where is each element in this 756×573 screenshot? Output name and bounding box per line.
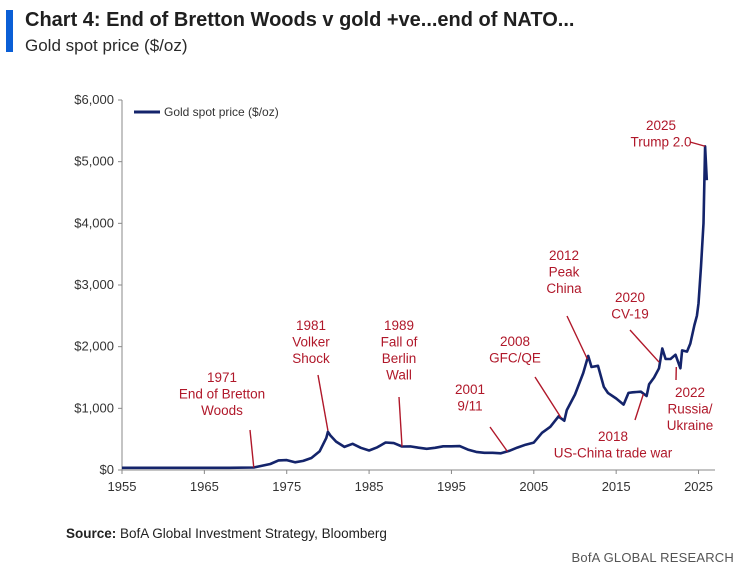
annotation-line: CV-19 — [611, 307, 649, 322]
x-tick-label: 2025 — [684, 479, 713, 494]
annotation-line: China — [546, 281, 582, 296]
annotation-line: Russia/ — [667, 402, 712, 417]
source-label: Source: — [66, 526, 117, 541]
x-tick-label: 2005 — [519, 479, 548, 494]
annotation-label: 1971 End of Bretton Woods — [179, 370, 265, 418]
y-tick-label: $1,000 — [74, 400, 114, 415]
annotation-label: 1981 Volker Shock — [292, 318, 330, 366]
x-tick-label: 1985 — [355, 479, 384, 494]
annotation-line: Wall — [386, 368, 412, 383]
annotation-label: 2008 GFC/QE — [489, 334, 541, 366]
source-note: Source: BofA Global Investment Strategy,… — [66, 526, 387, 541]
annotation-line: Ukraine — [667, 418, 714, 433]
annotation-label: 2001 9/11 — [455, 382, 485, 414]
annotation-line: GFC/QE — [489, 351, 541, 366]
x-tick-label: 1975 — [272, 479, 301, 494]
annotation-line: 1981 — [296, 318, 326, 333]
annotation-arrow — [398, 396, 403, 447]
annotation-arrow — [634, 393, 645, 421]
annotation-line: 2001 — [455, 382, 485, 397]
annotation-line: Trump 2.0 — [630, 135, 691, 150]
annotation-label: 1989 Fall of Berlin Wall — [381, 318, 418, 383]
x-tick-label: 1955 — [108, 479, 137, 494]
chart-subtitle: Gold spot price ($/oz) — [25, 36, 188, 55]
annotation-label: 2022 Russia/Ukraine — [667, 385, 714, 433]
x-tick-label: 1965 — [190, 479, 219, 494]
legend-label: Gold spot price ($/oz) — [164, 105, 279, 119]
annotation-line: 2020 — [615, 290, 645, 305]
annotation-arrow — [489, 426, 509, 452]
y-tick-label: $0 — [100, 462, 114, 477]
annotation-arrow — [534, 376, 562, 418]
annotation-line: US-China trade war — [554, 446, 673, 461]
annotation-line: 1971 — [207, 370, 237, 385]
annotation-line: 2018 — [598, 429, 628, 444]
brand-footer: BofA GLOBAL RESEARCH — [571, 550, 734, 565]
y-tick-label: $6,000 — [74, 92, 114, 107]
y-tick-label: $2,000 — [74, 339, 114, 354]
annotation-label: 2012 Peak China — [546, 248, 582, 296]
annotation-line: Berlin — [382, 351, 417, 366]
annotation-line: Volker — [292, 335, 330, 350]
annotation-arrow — [629, 329, 660, 363]
x-tick-label: 2015 — [602, 479, 631, 494]
annotation-line: Shock — [292, 351, 330, 366]
annotation-line: 9/11 — [457, 399, 482, 414]
y-tick-label: $4,000 — [74, 215, 114, 230]
annotation-line: Woods — [201, 403, 243, 418]
annotation-line: 2025 — [646, 118, 676, 133]
gold-price-line — [122, 145, 709, 470]
annotation-line: 1989 — [384, 318, 414, 333]
annotation-arrow — [317, 374, 329, 431]
annotation-arrow — [249, 429, 255, 468]
title-accent-bar — [6, 10, 13, 52]
annotation-line: 2008 — [500, 334, 530, 349]
source-text: BofA Global Investment Strategy, Bloombe… — [116, 526, 387, 541]
annotation-arrow — [689, 141, 706, 147]
annotation-line: End of Bretton — [179, 387, 265, 402]
chart-title: Chart 4: End of Bretton Woods v gold +ve… — [25, 9, 575, 31]
annotation-label: 2025 Trump 2.0 — [630, 118, 691, 150]
annotation-arrow — [566, 315, 588, 360]
annotation-line: Fall of — [381, 335, 418, 350]
y-tick-label: $5,000 — [74, 154, 114, 169]
annotation-label: 2018 US-China trade war — [554, 429, 673, 461]
x-tick-label: 1995 — [437, 479, 466, 494]
y-tick-label: $3,000 — [74, 277, 114, 292]
annotation-line: Peak — [549, 265, 580, 280]
annotation-line: 2012 — [549, 248, 579, 263]
annotation-label: 2020 CV-19 — [611, 290, 649, 322]
annotation-line: 2022 — [675, 385, 705, 400]
